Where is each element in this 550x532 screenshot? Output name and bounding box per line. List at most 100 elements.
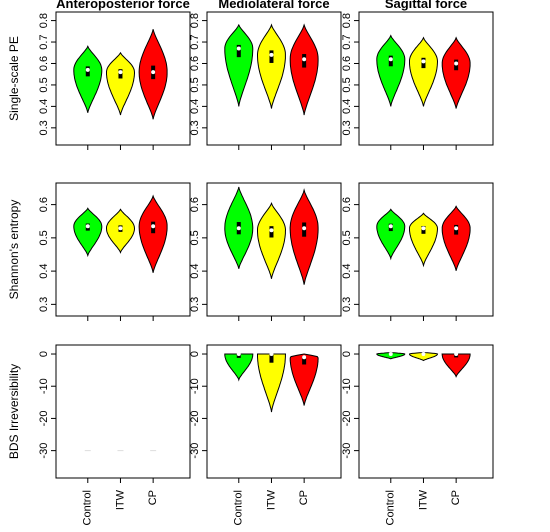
median-dot [388, 224, 393, 229]
median-dot [302, 226, 307, 231]
median-dot [151, 224, 156, 229]
median-dot [269, 352, 274, 357]
x-tick-label: ITW [417, 489, 429, 510]
y-tick-label: 0.6 [189, 56, 201, 71]
y-tick-label: 0.6 [341, 197, 353, 212]
y-tick-label: 0.8 [38, 13, 50, 28]
y-tick-label: 0.5 [341, 230, 353, 245]
y-tick-label: 0.5 [189, 77, 201, 92]
y-tick-label: 0.6 [38, 56, 50, 71]
panel-frame [55, 344, 191, 479]
median-dot [421, 226, 426, 231]
y-axis-label: Single-scale PE [7, 36, 21, 121]
median-dot [302, 355, 307, 360]
median-dot [85, 67, 90, 72]
violin [289, 353, 319, 406]
panel-title: Anteroposterior force [56, 0, 190, 11]
violin [409, 36, 439, 107]
median-dot [421, 352, 426, 357]
y-axis-label: BDS Irreversibility [7, 364, 21, 459]
y-tick-label: 0.7 [341, 34, 353, 49]
panel-title: Sagittal force [385, 0, 467, 11]
y-tick-label: 0.3 [38, 297, 50, 312]
y-tick-label: -30 [38, 443, 50, 459]
panel-frame [358, 11, 494, 146]
y-tick-label: -30 [189, 443, 201, 459]
panel-title: Mediolateral force [218, 0, 329, 11]
violin [224, 23, 254, 107]
box [302, 356, 307, 365]
violin [289, 188, 319, 285]
median-dot [454, 61, 459, 66]
violin [441, 205, 471, 271]
y-tick-label: 0.5 [38, 230, 50, 245]
panel-frame [358, 344, 494, 479]
violin [73, 45, 103, 113]
y-tick-label: -10 [341, 378, 353, 394]
y-tick-label: 0.4 [189, 99, 201, 114]
y-tick-label: 0 [189, 351, 201, 357]
y-tick-label: 0.8 [189, 13, 201, 28]
violin [376, 208, 406, 261]
median-dot [302, 57, 307, 62]
x-tick-label: CP [450, 490, 462, 505]
median-dot [85, 224, 90, 229]
violin [376, 34, 406, 107]
y-tick-label: 0.4 [38, 263, 50, 278]
y-tick-label: 0.7 [38, 34, 50, 49]
median-dot [151, 70, 156, 75]
y-tick-label: 0.4 [341, 99, 353, 114]
y-tick-label: 0.3 [189, 297, 201, 312]
median-dot [421, 59, 426, 64]
y-tick-label: 0.6 [341, 56, 353, 71]
median-dot [454, 352, 459, 357]
y-tick-label: 0.8 [341, 13, 353, 28]
y-tick-label: 0.4 [38, 99, 50, 114]
median-dot [454, 226, 459, 231]
median-dot [388, 57, 393, 62]
y-tick-label: -10 [38, 378, 50, 394]
violin [138, 194, 168, 273]
violin [73, 207, 103, 258]
y-tick-label: -20 [38, 410, 50, 426]
median-dot [269, 52, 274, 57]
median-dot [236, 46, 241, 51]
y-tick-label: 0.5 [189, 230, 201, 245]
y-tick-label: -20 [189, 410, 201, 426]
y-axis-label: Shannon's entropy [7, 200, 21, 300]
x-tick-label: ITW [265, 489, 277, 510]
panel-frame [358, 182, 494, 317]
median-dot [118, 226, 123, 231]
violin [106, 51, 136, 116]
y-tick-label: 0.5 [341, 77, 353, 92]
x-tick-label: CP [298, 490, 310, 505]
y-tick-label: 0.6 [38, 197, 50, 212]
x-tick-label: ITW [114, 489, 126, 510]
y-tick-label: 0.5 [38, 77, 50, 92]
y-tick-label: 0.6 [189, 197, 201, 212]
x-tick-label: Control [385, 490, 397, 525]
panel-frame [206, 344, 342, 479]
violin [409, 212, 439, 268]
box [269, 354, 274, 363]
y-tick-label: 0.4 [189, 263, 201, 278]
violin [257, 202, 287, 279]
y-tick-label: -20 [341, 410, 353, 426]
y-tick-label: 0.3 [38, 120, 50, 135]
violin [441, 36, 471, 109]
y-tick-label: 0.3 [189, 120, 201, 135]
y-tick-label: 0 [341, 351, 353, 357]
violin [289, 23, 319, 116]
y-tick-label: 0.4 [341, 263, 353, 278]
y-tick-label: 0.3 [341, 297, 353, 312]
box [236, 44, 241, 58]
x-tick-label: CP [147, 490, 159, 505]
violin [257, 23, 286, 109]
panel-frame [206, 182, 342, 317]
median-dot [269, 228, 274, 233]
y-tick-label: -30 [341, 443, 353, 459]
y-tick-label: 0.3 [341, 120, 353, 135]
panel-frame [206, 11, 342, 146]
median-dot [236, 352, 241, 357]
